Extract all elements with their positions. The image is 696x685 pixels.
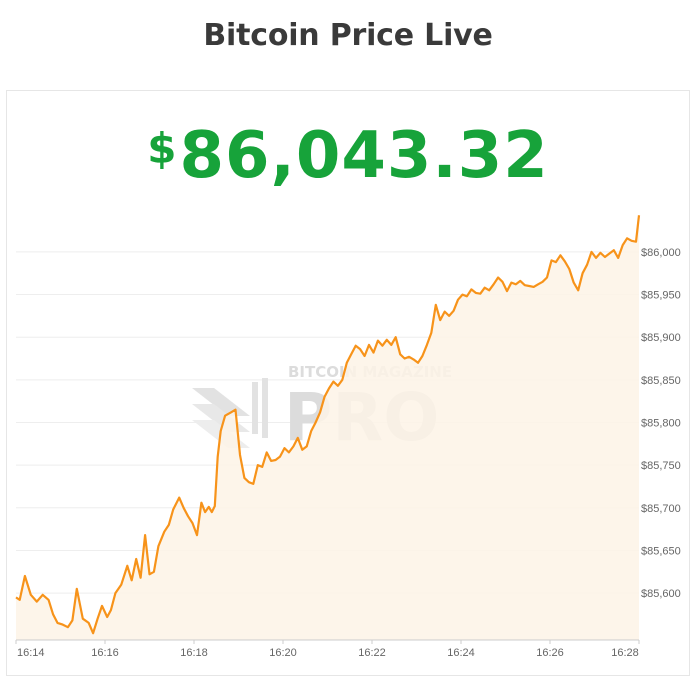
x-tick-label: 16:14 [17,647,45,659]
price-area [16,215,639,640]
x-tick-label: 16:28 [611,647,639,659]
y-tick-label: $85,750 [641,460,681,472]
y-tick-label: $85,700 [641,503,681,515]
price-line [15,215,641,635]
y-tick-label: $85,650 [641,545,681,557]
page-title: Bitcoin Price Live [203,18,493,53]
x-tick-label: 16:22 [358,647,386,659]
y-tick-label: $86,000 [641,247,681,259]
currency-symbol: $ [147,124,178,173]
price-value: 86,043.32 [179,119,549,193]
y-tick-label: $85,800 [641,418,681,430]
x-tick-label: 16:24 [447,647,475,659]
x-tick-label: 16:20 [269,647,297,659]
y-tick-label: $85,900 [641,332,681,344]
current-price: $86,043.32 [0,110,696,195]
x-axis-ticks: 16:14 16:16 16:18 16:20 16:22 16:24 16:26 16:28 [15,640,640,659]
x-tick-label: 16:18 [180,647,208,659]
x-tick-label: 16:26 [536,647,564,659]
y-tick-label: $85,600 [641,588,681,600]
y-axis-ticks: $85,600 $85,650 $85,700 $85,750 $85,800 $85,8… [641,247,681,600]
y-tick-label: $85,850 [641,375,681,387]
y-tick-label: $85,950 [641,290,681,302]
x-tick-label: 16:16 [91,647,119,659]
